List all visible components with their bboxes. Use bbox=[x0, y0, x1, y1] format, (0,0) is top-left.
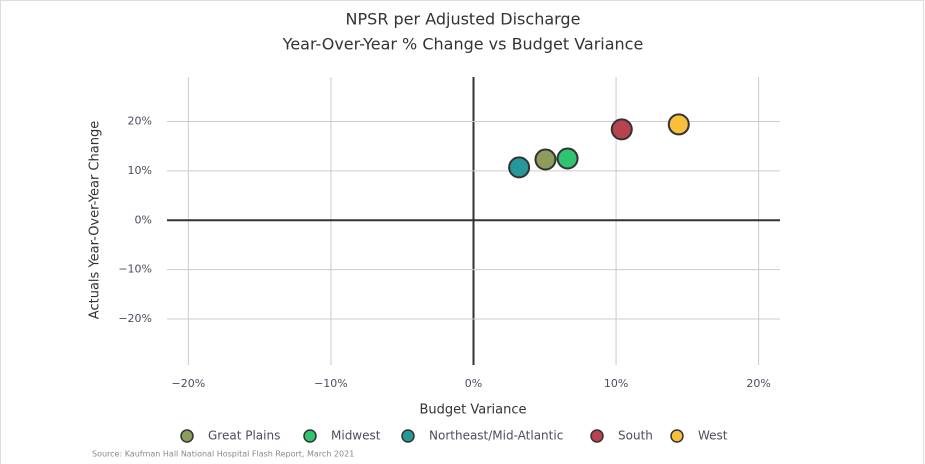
point bbox=[508, 156, 531, 179]
point bbox=[610, 118, 633, 141]
y-tick-label: 0% bbox=[135, 213, 152, 226]
y-tick-label: 10% bbox=[128, 164, 152, 177]
legend-marker bbox=[401, 429, 415, 443]
source-note: Source: Kaufman Hall National Hospital F… bbox=[92, 450, 354, 459]
legend-label: Northeast/Mid-Atlantic bbox=[429, 429, 563, 443]
legend-marker bbox=[303, 429, 317, 443]
legend-label: West bbox=[698, 429, 728, 443]
x-tick-label: 0% bbox=[465, 377, 482, 390]
x-axis-label: Budget Variance bbox=[419, 403, 526, 418]
x-tick-label: −20% bbox=[172, 377, 206, 390]
legend-marker bbox=[590, 429, 604, 443]
chart-subtitle: Year-Over-Year % Change vs Budget Varian… bbox=[282, 35, 644, 54]
legend-marker bbox=[180, 429, 194, 443]
chart-title: NPSR per Adjusted Discharge bbox=[346, 10, 581, 29]
point bbox=[534, 148, 557, 171]
legend-label: Midwest bbox=[331, 429, 381, 443]
x-tick-label: −10% bbox=[314, 377, 348, 390]
point bbox=[556, 147, 579, 170]
point bbox=[667, 113, 690, 136]
x-tick-label: 20% bbox=[746, 377, 770, 390]
legend-label: Great Plains bbox=[208, 429, 280, 443]
y-axis-label: Actuals Year-Over-Year Change bbox=[88, 121, 103, 319]
y-tick-label: 20% bbox=[128, 114, 152, 127]
legend-label: South bbox=[618, 429, 653, 443]
x-tick-label: 10% bbox=[604, 377, 628, 390]
y-tick-label: −20% bbox=[118, 312, 152, 325]
y-tick-label: −10% bbox=[118, 263, 152, 276]
legend-marker bbox=[670, 429, 684, 443]
